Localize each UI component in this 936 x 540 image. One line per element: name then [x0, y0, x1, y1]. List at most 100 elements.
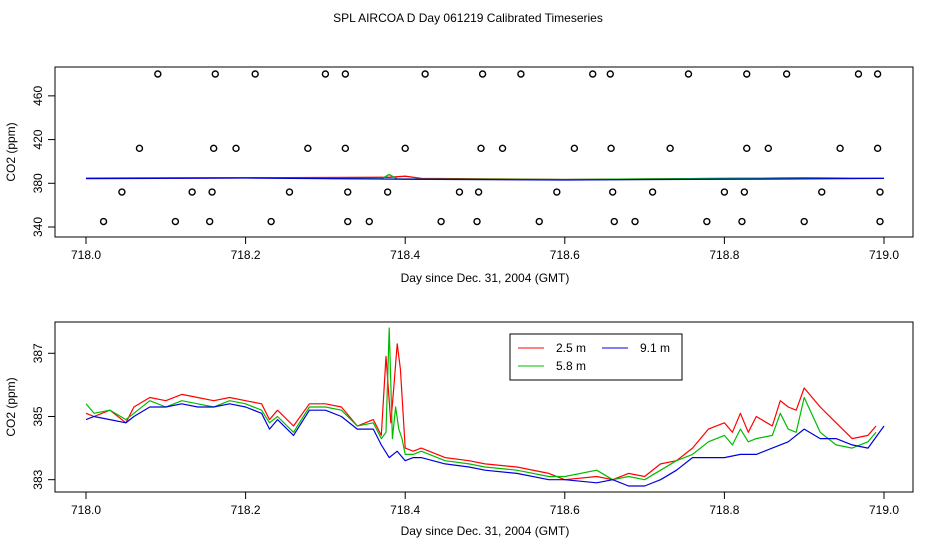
data-point: [720, 188, 729, 196]
data-point: [684, 70, 693, 78]
series-line-2-5-m: [85, 343, 877, 481]
data-point: [251, 70, 259, 78]
y-tick-label: 340: [31, 217, 45, 237]
panel-bottom-series: [85, 327, 885, 487]
data-point: [570, 144, 579, 153]
data-point: [873, 70, 882, 78]
data-point: [836, 144, 844, 153]
data-point: [304, 144, 312, 153]
data-point: [876, 188, 884, 196]
data-point: [478, 70, 487, 78]
data-point: [118, 188, 126, 196]
data-point: [321, 70, 330, 78]
panel-top-frame: [54, 66, 914, 238]
panel-top: 718.0 718.2 718.4 718.6 718.8 719.0 340 380 420…: [4, 66, 914, 285]
panel-bottom-y-label: CO2 (ppm): [4, 377, 18, 436]
series-line-9-1-m: [85, 177, 885, 181]
data-point: [209, 144, 218, 153]
data-point: [782, 70, 791, 78]
data-point: [517, 70, 525, 78]
panel-bottom-x-label: Day since Dec. 31, 2004 (GMT): [401, 524, 570, 538]
x-tick-label: 718.6: [550, 503, 580, 517]
data-point: [648, 188, 657, 196]
figure-title: SPL AIRCOA D Day 061219 Calibrated Times…: [333, 11, 603, 25]
data-point: [873, 144, 882, 153]
x-tick-label: 719.0: [869, 248, 899, 262]
data-point: [477, 144, 485, 153]
y-tick-label: 383: [31, 469, 45, 489]
data-point: [743, 144, 751, 153]
x-tick-label: 718.4: [390, 503, 420, 517]
panel-bottom-frame: [54, 321, 914, 493]
legend-label-5-8m: 5.8 m: [556, 359, 586, 373]
data-point: [818, 188, 826, 196]
data-point: [666, 144, 674, 153]
data-point: [631, 217, 639, 226]
panel-top-series: [85, 173, 885, 181]
data-point: [135, 144, 144, 153]
panel-top-y-label: CO2 (ppm): [4, 122, 18, 181]
data-point: [876, 217, 884, 226]
data-point: [344, 188, 352, 196]
series-line-9-1-m: [85, 403, 885, 487]
legend-label-2-5m: 2.5 m: [556, 341, 586, 355]
data-point: [738, 217, 746, 226]
data-point: [703, 217, 711, 226]
series-line-5-8-m: [85, 327, 877, 481]
data-point: [498, 144, 507, 153]
panel-top-x-label: Day since Dec. 31, 2004 (GMT): [401, 271, 570, 285]
data-point: [854, 70, 863, 78]
data-point: [99, 217, 108, 226]
data-point: [606, 70, 614, 78]
panel-bottom-x-axis: 718.0 718.2 718.4 718.6 718.8 719.0: [71, 492, 899, 517]
data-point: [589, 70, 597, 78]
x-tick-label: 719.0: [869, 503, 899, 517]
x-tick-label: 718.2: [231, 503, 261, 517]
data-point: [607, 144, 615, 153]
panel-bottom-y-axis: 383 385 387: [31, 343, 55, 490]
data-point: [553, 188, 561, 196]
data-point: [421, 70, 429, 78]
data-point: [341, 70, 350, 78]
panel-top-x-axis: 718.0 718.2 718.4 718.6 718.8 719.0: [71, 237, 899, 262]
data-point: [455, 188, 464, 196]
data-point: [154, 70, 162, 78]
x-tick-label: 718.4: [390, 248, 420, 262]
data-point: [740, 188, 749, 196]
panel-top-y-axis: 340 380 420 460: [31, 86, 55, 237]
data-point: [232, 144, 240, 153]
data-point: [610, 217, 618, 226]
data-point: [205, 217, 214, 226]
data-point: [608, 188, 617, 196]
y-tick-label: 387: [31, 343, 45, 363]
legend-label-9-1m: 9.1 m: [640, 341, 670, 355]
data-point: [285, 188, 294, 196]
data-point: [535, 217, 543, 226]
data-point: [800, 217, 808, 226]
y-tick-label: 460: [31, 86, 45, 106]
data-point: [764, 144, 772, 153]
data-point: [473, 217, 481, 226]
x-tick-label: 718.2: [231, 248, 261, 262]
y-tick-label: 420: [31, 129, 45, 149]
data-point: [171, 217, 180, 226]
x-tick-label: 718.8: [709, 503, 739, 517]
x-tick-label: 718.0: [71, 248, 101, 262]
data-point: [344, 217, 352, 226]
data-point: [743, 70, 751, 78]
x-tick-label: 718.6: [550, 248, 580, 262]
legend-box: [509, 333, 683, 381]
data-point: [267, 217, 275, 226]
data-point: [401, 144, 409, 153]
x-tick-label: 718.0: [71, 503, 101, 517]
data-point: [383, 188, 392, 196]
data-point: [365, 217, 373, 226]
legend: 2.5 m 9.1 m 5.8 m: [509, 333, 683, 381]
data-point: [437, 217, 445, 226]
y-tick-label: 385: [31, 406, 45, 426]
data-point: [341, 144, 350, 153]
y-tick-label: 380: [31, 173, 45, 193]
panel-bottom: 718.0 718.2 718.4 718.6 718.8 719.0 383 385 387…: [4, 321, 914, 538]
data-point: [474, 188, 483, 196]
